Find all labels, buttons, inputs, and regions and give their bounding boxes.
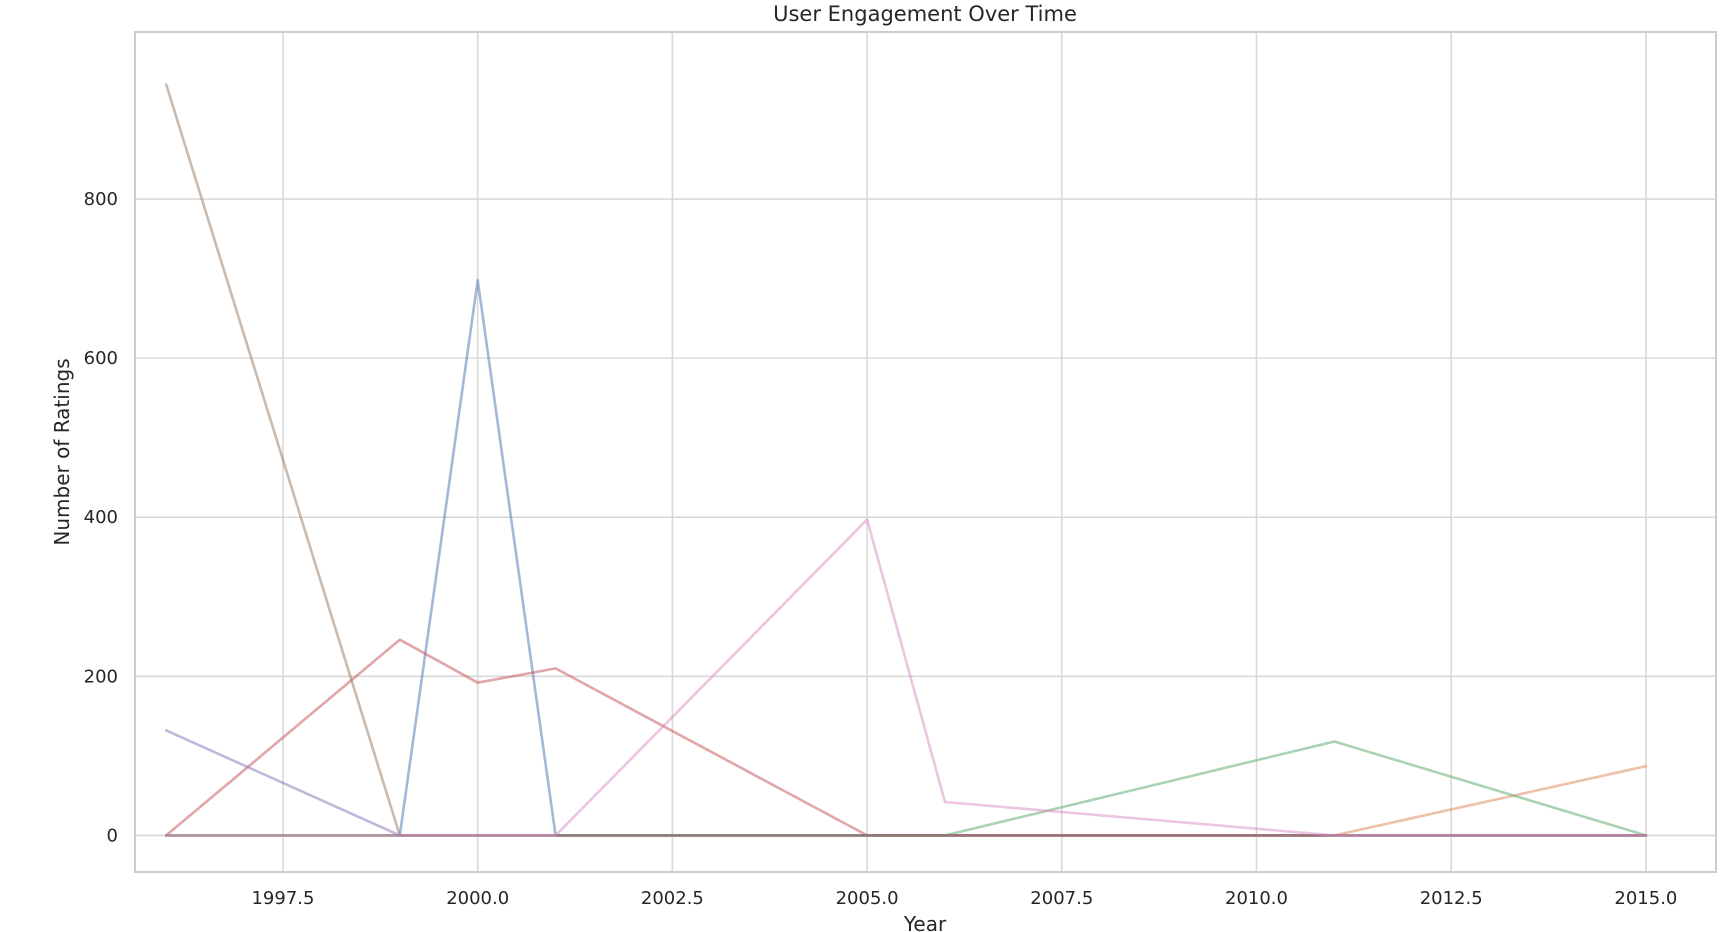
x-tick-label: 1997.5	[251, 888, 314, 909]
series-line-1	[164, 278, 1648, 837]
y-tick-label: 400	[84, 507, 118, 528]
y-tick-label: 800	[84, 189, 118, 210]
y-tick-label: 0	[107, 825, 118, 846]
x-tick-label: 2015.0	[1614, 888, 1677, 909]
x-tick-label: 2000.0	[446, 888, 509, 909]
plot-area-frame	[134, 31, 1717, 873]
series-lines	[164, 83, 1648, 837]
x-tick-label: 2010.0	[1225, 888, 1288, 909]
y-axis-ticks: 0 200 400 600 800	[84, 189, 118, 846]
x-tick-label: 2007.5	[1030, 888, 1093, 909]
series-line-7	[164, 518, 1648, 837]
x-axis-ticks: 1997.5 2000.0 2002.5 2005.0 2007.5 2010.0 2012…	[251, 888, 1677, 909]
series-line-5	[164, 729, 1648, 837]
series-line-4	[164, 638, 1648, 837]
series-line-3	[164, 740, 1648, 837]
y-axis-label: Number of Ratings	[50, 358, 74, 545]
y-tick-label: 200	[84, 666, 118, 687]
chart-title: User Engagement Over Time	[773, 2, 1077, 26]
x-axis-label: Year	[903, 912, 947, 932]
x-tick-label: 2005.0	[836, 888, 899, 909]
y-tick-label: 600	[84, 348, 118, 369]
x-tick-label: 2002.5	[641, 888, 704, 909]
series-line-6	[164, 83, 1648, 837]
x-tick-label: 2012.5	[1420, 888, 1483, 909]
